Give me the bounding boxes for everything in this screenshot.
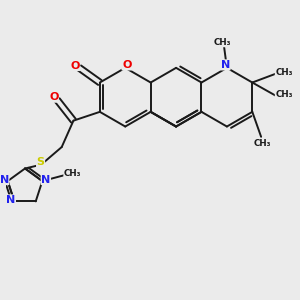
Text: S: S [37,157,45,167]
Text: N: N [6,195,15,205]
Text: CH₃: CH₃ [214,38,231,47]
Text: O: O [49,92,58,102]
Text: N: N [221,60,230,70]
Text: CH₃: CH₃ [275,90,293,99]
Text: O: O [122,60,131,70]
Text: N: N [41,175,50,184]
Text: CH₃: CH₃ [275,68,293,77]
Text: CH₃: CH₃ [254,139,271,148]
Text: CH₃: CH₃ [64,169,81,178]
Text: N: N [0,175,9,184]
Text: O: O [70,61,80,70]
